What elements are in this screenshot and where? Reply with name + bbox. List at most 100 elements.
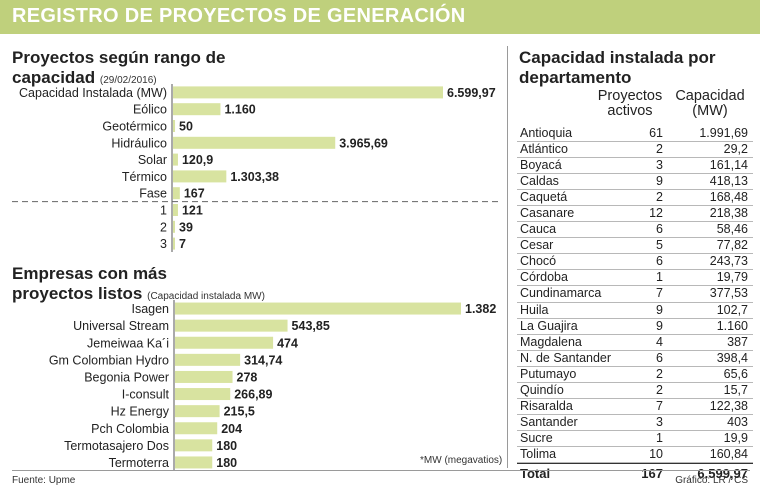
- table-row: Sucre 1 19,9: [517, 431, 753, 447]
- table-row: Boyacá 3 161,14: [517, 158, 753, 175]
- capacity-cell: 29,2: [723, 142, 748, 157]
- table-row: Santander 3 403: [517, 415, 753, 431]
- category-label: Gm Colombian Hydro: [49, 353, 169, 367]
- department-cell: Caquetá: [520, 190, 568, 205]
- bar: [173, 220, 175, 233]
- col-header-capacity: Capacidad (MW): [668, 89, 752, 119]
- table-row: Cesar 5 77,82: [517, 238, 753, 255]
- col-capacity-line1: Capacidad: [675, 88, 745, 104]
- data-label: 314,74: [244, 353, 282, 367]
- table-row: Magdalena 4 387: [517, 335, 753, 351]
- department-cell: Caldas: [520, 174, 559, 189]
- data-label: 215,5: [224, 405, 255, 419]
- department-cell: Cundinamarca: [520, 286, 602, 301]
- category-label: I-consult: [122, 388, 170, 402]
- col-capacity-line2: (MW): [692, 103, 728, 119]
- projects-cell: 6: [656, 222, 663, 237]
- data-label: 167: [184, 187, 205, 201]
- col-header-projects: Proyectos activos: [590, 89, 670, 119]
- table-row: Caquetá 2 168,48: [517, 190, 753, 207]
- department-cell: Magdalena: [520, 334, 582, 349]
- department-cell: Sucre: [520, 430, 553, 445]
- capacity-cell: 387: [727, 334, 748, 349]
- capacity-title-line1: Proyectos según rango de: [12, 48, 226, 67]
- bar: [175, 405, 220, 418]
- category-label: Termotasajero Dos: [64, 439, 169, 453]
- department-title-line2: departamento: [519, 68, 632, 87]
- category-label: Geotérmico: [102, 120, 167, 134]
- capacity-cell: 168,48: [709, 190, 748, 205]
- department-cell: Cesar: [520, 238, 554, 253]
- capacity-cell: 19,79: [716, 270, 748, 285]
- bar: [173, 237, 175, 250]
- projects-cell: 7: [656, 286, 663, 301]
- capacity-cell: 218,38: [709, 206, 748, 221]
- department-cell: Casanare: [520, 206, 575, 221]
- companies-title-line1: Empresas con más: [12, 264, 167, 283]
- capacity-date: (29/02/2016): [99, 75, 157, 86]
- col-projects-line2: activos: [607, 103, 653, 119]
- department-title-line1: Capacidad instalada por: [519, 48, 716, 67]
- table-row: Quindío 2 15,7: [517, 383, 753, 399]
- projects-cell: 1: [656, 430, 663, 445]
- table-row: Caldas 9 418,13: [517, 174, 753, 191]
- category-label: Hidráulico: [111, 136, 167, 150]
- department-section-title: Capacidad instalada por departamento: [519, 48, 716, 88]
- department-cell: Antioquia: [520, 126, 573, 140]
- bar: [175, 302, 461, 315]
- bar: [175, 422, 218, 435]
- category-label: Isagen: [131, 302, 169, 316]
- bar: [173, 120, 176, 132]
- table-row: Atlántico 2 29,2: [517, 142, 753, 159]
- capacity-cell: 398,4: [716, 350, 748, 365]
- department-cell: Putumayo: [520, 366, 577, 381]
- category-label: Capacidad Instalada (MW): [19, 86, 167, 100]
- category-label: Universal Stream: [73, 319, 169, 333]
- bar: [175, 319, 288, 332]
- projects-cell: 2: [656, 142, 663, 157]
- projects-cell: 2: [656, 190, 663, 205]
- data-label: 7: [179, 237, 186, 251]
- table-row: Córdoba 1 19,79: [517, 270, 753, 287]
- data-label: 180: [216, 456, 237, 470]
- projects-cell: 5: [656, 238, 663, 253]
- projects-cell: 7: [656, 398, 663, 413]
- projects-cell: 1: [656, 270, 663, 285]
- data-label: 1.160: [224, 103, 255, 117]
- mw-note: *MW (megavatios): [420, 455, 503, 466]
- table-row: N. de Santander 6 398,4: [517, 351, 753, 367]
- department-cell: Córdoba: [520, 270, 568, 285]
- capacity-cell: 77,82: [716, 238, 748, 253]
- department-cell: Atlántico: [520, 142, 568, 157]
- category-label: Begonia Power: [84, 370, 169, 384]
- capacity-cell: 1.160: [716, 318, 748, 333]
- table-row: Tolima 10 160,84: [517, 447, 753, 463]
- page-title: REGISTRO DE PROYECTOS DE GENERACIÓN: [12, 5, 466, 27]
- data-label: 3.965,69: [339, 136, 388, 150]
- table-row: Antioquia 61 1.991,69: [517, 126, 753, 143]
- bar: [175, 370, 233, 383]
- bar: [173, 153, 178, 166]
- data-label: 180: [216, 439, 237, 453]
- projects-cell: 4: [656, 334, 663, 349]
- table-row: Putumayo 2 65,6: [517, 367, 753, 383]
- capacity-cell: 15,7: [723, 382, 748, 397]
- bar: [173, 86, 443, 99]
- category-label: 3: [160, 237, 167, 251]
- bar: [175, 353, 241, 366]
- companies-subtitle: (Capacidad instalada MW): [147, 291, 265, 302]
- department-cell: Chocó: [520, 254, 557, 269]
- data-label: 120,9: [182, 153, 213, 167]
- department-cell: La Guajira: [520, 318, 578, 333]
- capacity-section-title: Proyectos según rango de capacidad (29/0…: [12, 48, 226, 91]
- projects-cell: 3: [656, 158, 663, 173]
- department-table: Antioquia 61 1.991,69 Atlántico 2 29,2 Boyacá 3…: [517, 126, 753, 481]
- bar: [173, 187, 180, 200]
- capacity-cell: 403: [727, 414, 748, 429]
- data-label: 266,89: [234, 388, 272, 402]
- table-row: Casanare 12 218,38: [517, 206, 753, 223]
- data-label: 543,85: [292, 319, 330, 333]
- header-banner: REGISTRO DE PROYECTOS DE GENERACIÓN: [0, 0, 760, 34]
- capacity-cell: 418,13: [709, 174, 748, 189]
- capacity-cell: 102,7: [716, 302, 748, 317]
